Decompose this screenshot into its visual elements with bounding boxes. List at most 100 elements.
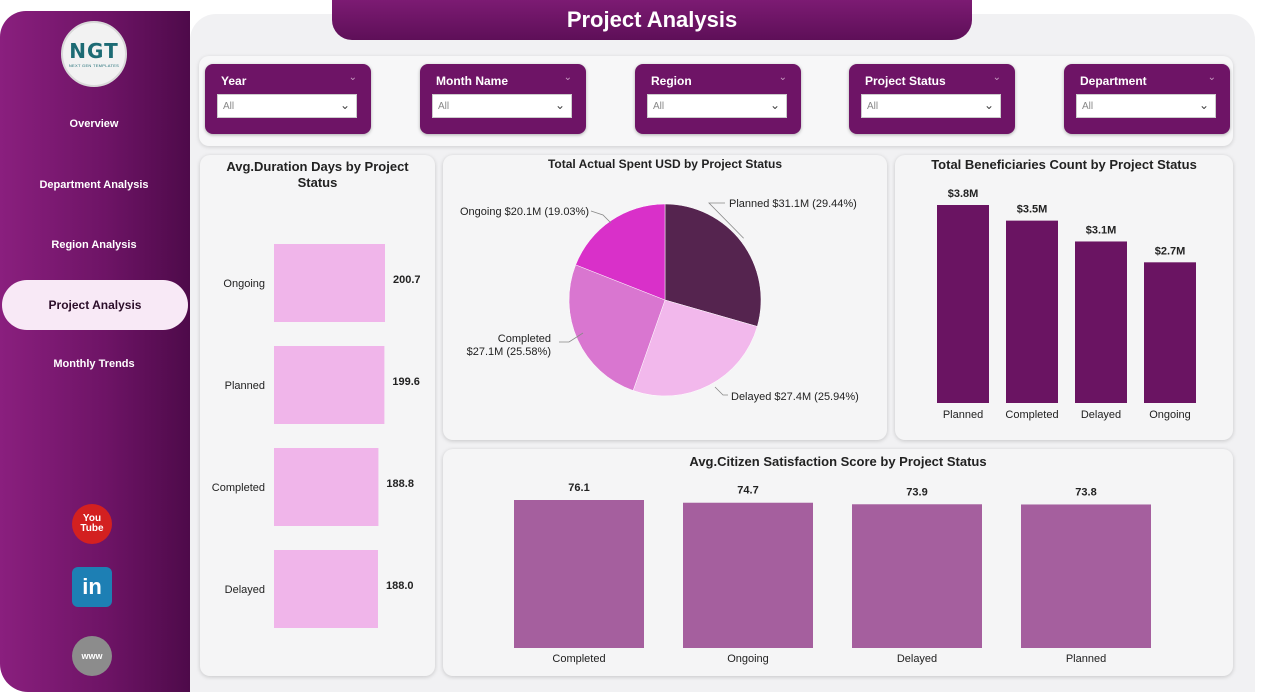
filter-region-dropdown[interactable]: All ⌄ xyxy=(647,94,787,118)
actual-spent-title: Total Actual Spent USD by Project Status xyxy=(547,157,783,171)
pie-leader-line xyxy=(590,210,612,224)
ngt-logo: NGT NEXT GEN TEMPLATES xyxy=(61,21,127,87)
duration-bar xyxy=(274,550,378,628)
duration-value-label: 200.7 xyxy=(393,274,421,286)
duration-bar xyxy=(274,448,379,526)
filter-year-value: All xyxy=(223,101,235,112)
filter-department-label: Department xyxy=(1080,74,1147,88)
pie-leader-line xyxy=(714,386,728,396)
satisfaction-bar xyxy=(683,502,813,648)
filter-year-label: Year xyxy=(221,74,247,88)
beneficiaries-value-label: $2.7M xyxy=(1155,245,1186,257)
duration-value-label: 188.8 xyxy=(386,478,414,490)
duration-value-label: 188.0 xyxy=(386,580,414,592)
pie-leader-line xyxy=(708,202,744,239)
filter-month-name-value: All xyxy=(438,101,450,112)
sidebar-item-monthly-trends[interactable]: Monthly Trends xyxy=(53,358,135,370)
filter-region-value: All xyxy=(653,101,665,112)
filter-department-value: All xyxy=(1082,101,1094,112)
satisfaction-category-label: Completed xyxy=(552,653,605,665)
filter-year: Year ⌄ All ⌄ xyxy=(205,64,371,134)
avg-duration-title: Avg.Duration Days by Project Status xyxy=(226,159,409,190)
pie-slice xyxy=(575,203,666,301)
satisfaction-value-label: 76.1 xyxy=(568,482,589,494)
satisfaction-category-label: Planned xyxy=(1066,653,1106,665)
filter-region-label: Region xyxy=(651,74,692,88)
filter-region: Region ⌄ All ⌄ xyxy=(635,64,801,134)
pie-label: Delayed $27.4M (25.94%) xyxy=(731,391,859,403)
chevron-down-icon: ⌄ xyxy=(554,98,565,112)
filter-department-dropdown[interactable]: All ⌄ xyxy=(1076,94,1216,118)
beneficiaries-bar xyxy=(1075,241,1127,403)
filter-month-name-dropdown[interactable]: All ⌄ xyxy=(432,94,572,118)
pie-slice xyxy=(568,264,666,391)
beneficiaries-category-label: Ongoing xyxy=(1149,409,1191,421)
chevron-down-icon[interactable]: ⌄ xyxy=(1207,72,1216,83)
satisfaction-bar xyxy=(1021,504,1151,648)
filter-department: Department ⌄ All ⌄ xyxy=(1064,64,1230,134)
satisfaction-bar xyxy=(852,504,982,648)
logo-subtitle: NEXT GEN TEMPLATES xyxy=(68,62,120,68)
beneficiaries-bar xyxy=(1144,262,1196,403)
pie-label: Completed xyxy=(498,333,551,345)
chevron-down-icon[interactable]: ⌄ xyxy=(778,72,787,83)
globe-icon-text: www xyxy=(81,651,103,661)
filter-month-name: Month Name ⌄ All ⌄ xyxy=(420,64,586,134)
actual-spent-chart: Planned $31.1M (29.44%) Delayed $27.4M (2… xyxy=(460,198,859,403)
sidebar: NGT NEXT GEN TEMPLATES Overview Departme… xyxy=(0,11,190,692)
logo-mark: NGT xyxy=(69,38,119,63)
chevron-down-icon: ⌄ xyxy=(769,98,780,112)
duration-bar xyxy=(274,244,385,322)
chevron-down-icon: ⌄ xyxy=(983,98,994,112)
filter-year-dropdown[interactable]: All ⌄ xyxy=(217,94,357,118)
duration-category-label: Ongoing xyxy=(223,278,265,290)
filter-month-name-label: Month Name xyxy=(436,74,508,88)
pie-label: Ongoing $20.1M (19.03%) xyxy=(460,206,589,218)
filter-project-status: Project Status ⌄ All ⌄ xyxy=(849,64,1015,134)
chevron-down-icon[interactable]: ⌄ xyxy=(348,72,357,83)
beneficiaries-title: Total Beneficiaries Count by Project Sta… xyxy=(931,157,1197,172)
beneficiaries-category-label: Delayed xyxy=(1081,409,1121,421)
page-title-bar: Project Analysis xyxy=(332,0,972,40)
pie-label: $27.1M (25.58%) xyxy=(467,346,551,358)
avg-duration-chart: Ongoing 200.7 Planned 199.6 Completed 188.8 De… xyxy=(212,244,421,628)
chevron-down-icon[interactable]: ⌄ xyxy=(563,72,572,83)
chevron-down-icon[interactable]: ⌄ xyxy=(992,72,1001,83)
satisfaction-category-label: Delayed xyxy=(897,653,937,665)
beneficiaries-value-label: $3.1M xyxy=(1086,224,1117,236)
pie-leader-line xyxy=(559,332,584,343)
filter-project-status-value: All xyxy=(867,101,879,112)
sidebar-item-project-analysis[interactable]: Project Analysis xyxy=(2,280,188,330)
satisfaction-category-label: Ongoing xyxy=(727,653,769,665)
satisfaction-value-label: 73.9 xyxy=(906,486,927,498)
satisfaction-value-label: 74.7 xyxy=(737,485,758,497)
duration-value-label: 199.6 xyxy=(392,376,420,388)
beneficiaries-category-label: Planned xyxy=(943,409,983,421)
linkedin-icon-text: in xyxy=(82,574,102,599)
globe-icon[interactable]: www xyxy=(72,636,112,676)
youtube-icon[interactable]: You Tube xyxy=(72,504,112,544)
chevron-down-icon: ⌄ xyxy=(1198,98,1209,112)
sidebar-item-region-analysis[interactable]: Region Analysis xyxy=(51,239,137,251)
beneficiaries-card: Total Beneficiaries Count by Project Sta… xyxy=(895,155,1233,440)
pie-slice xyxy=(632,299,758,397)
sidebar-item-department-analysis[interactable]: Department Analysis xyxy=(39,179,149,191)
satisfaction-bar xyxy=(514,500,644,648)
duration-category-label: Delayed xyxy=(225,584,265,596)
filter-project-status-label: Project Status xyxy=(865,74,946,88)
pie-label: Planned $31.1M (29.44%) xyxy=(729,198,857,210)
page-title: Project Analysis xyxy=(566,7,738,32)
beneficiaries-bar xyxy=(937,205,989,403)
satisfaction-title: Avg.Citizen Satisfaction Score by Projec… xyxy=(689,454,987,469)
filter-project-status-dropdown[interactable]: All ⌄ xyxy=(861,94,1001,118)
sidebar-item-overview[interactable]: Overview xyxy=(69,118,119,130)
beneficiaries-chart: $3.8M Planned $3.5M Completed $3.1M Delayed $2… xyxy=(937,188,1196,421)
beneficiaries-value-label: $3.8M xyxy=(948,188,979,200)
linkedin-icon[interactable]: in xyxy=(72,567,112,607)
chevron-down-icon: ⌄ xyxy=(339,98,350,112)
beneficiaries-value-label: $3.5M xyxy=(1017,204,1048,216)
youtube-icon-text-bottom: Tube xyxy=(80,523,104,534)
pie-slice xyxy=(664,203,762,327)
beneficiaries-bar xyxy=(1006,220,1058,403)
